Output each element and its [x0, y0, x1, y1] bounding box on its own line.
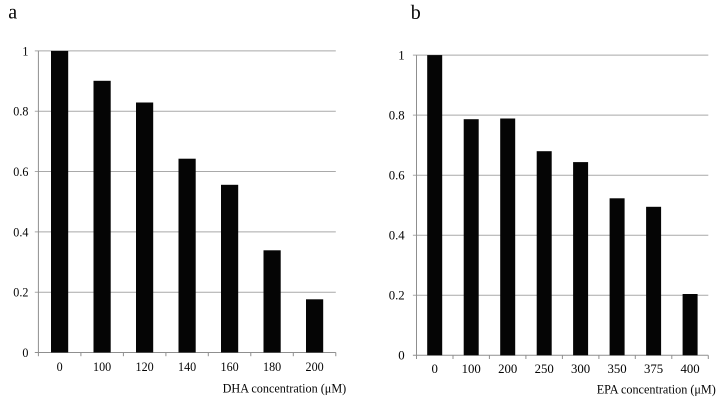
svg-text:0.6: 0.6	[389, 168, 406, 182]
svg-text:1: 1	[398, 48, 404, 62]
svg-text:0: 0	[57, 360, 63, 374]
svg-text:0.2: 0.2	[389, 289, 405, 303]
svg-text:1: 1	[22, 44, 28, 58]
svg-text:DHA concentration (μM): DHA concentration (μM)	[223, 382, 347, 396]
svg-text:0.6: 0.6	[13, 165, 28, 179]
svg-text:375: 375	[644, 362, 663, 376]
svg-text:0.4: 0.4	[13, 225, 28, 239]
svg-text:250: 250	[535, 362, 554, 376]
svg-text:b: b	[411, 2, 421, 24]
svg-text:0: 0	[22, 346, 28, 360]
svg-text:0.2: 0.2	[13, 286, 28, 300]
svg-text:0: 0	[431, 362, 437, 376]
svg-text:0: 0	[398, 349, 404, 363]
svg-text:120: 120	[136, 360, 154, 374]
svg-text:160: 160	[221, 360, 239, 374]
svg-text:a: a	[8, 2, 17, 24]
svg-text:350: 350	[607, 362, 626, 376]
svg-text:140: 140	[178, 360, 196, 374]
svg-text:180: 180	[263, 360, 281, 374]
svg-text:0.8: 0.8	[389, 108, 405, 122]
svg-text:100: 100	[462, 362, 481, 376]
svg-text:0.4: 0.4	[389, 229, 406, 243]
svg-text:100: 100	[93, 360, 111, 374]
svg-text:200: 200	[306, 360, 324, 374]
svg-text:300: 300	[571, 362, 590, 376]
svg-text:EPA concentration (μM): EPA concentration (μM)	[597, 383, 716, 397]
svg-text:400: 400	[680, 362, 699, 376]
svg-text:200: 200	[498, 362, 517, 376]
svg-text:0.8: 0.8	[13, 105, 28, 119]
